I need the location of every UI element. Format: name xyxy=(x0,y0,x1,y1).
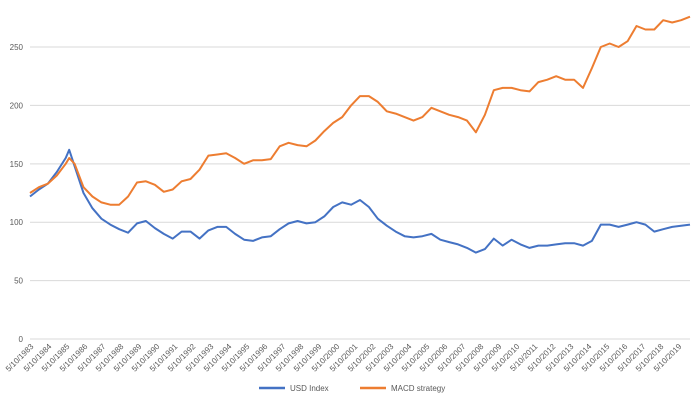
y-tick-label: 100 xyxy=(10,218,24,227)
series-line-usd-index xyxy=(29,148,691,254)
y-axis-labels: 0 50 100 150 200 250 xyxy=(10,43,24,344)
x-axis-labels: 5/10/19835/10/19845/10/19855/10/19865/10… xyxy=(4,342,684,374)
y-tick-label: 0 xyxy=(19,335,24,344)
y-tick-label: 200 xyxy=(10,101,24,110)
legend-label-usd-index: USD Index xyxy=(290,384,329,393)
y-tick-label: 150 xyxy=(10,160,24,169)
grid-lines xyxy=(30,46,690,282)
legend-label-macd-strategy: MACD strategy xyxy=(391,384,445,393)
series-line-macd-strategy xyxy=(29,15,691,206)
legend: USD Index MACD strategy xyxy=(259,384,445,393)
y-tick-label: 250 xyxy=(10,43,24,52)
series-lines xyxy=(29,15,691,254)
y-tick-label: 50 xyxy=(14,277,23,286)
